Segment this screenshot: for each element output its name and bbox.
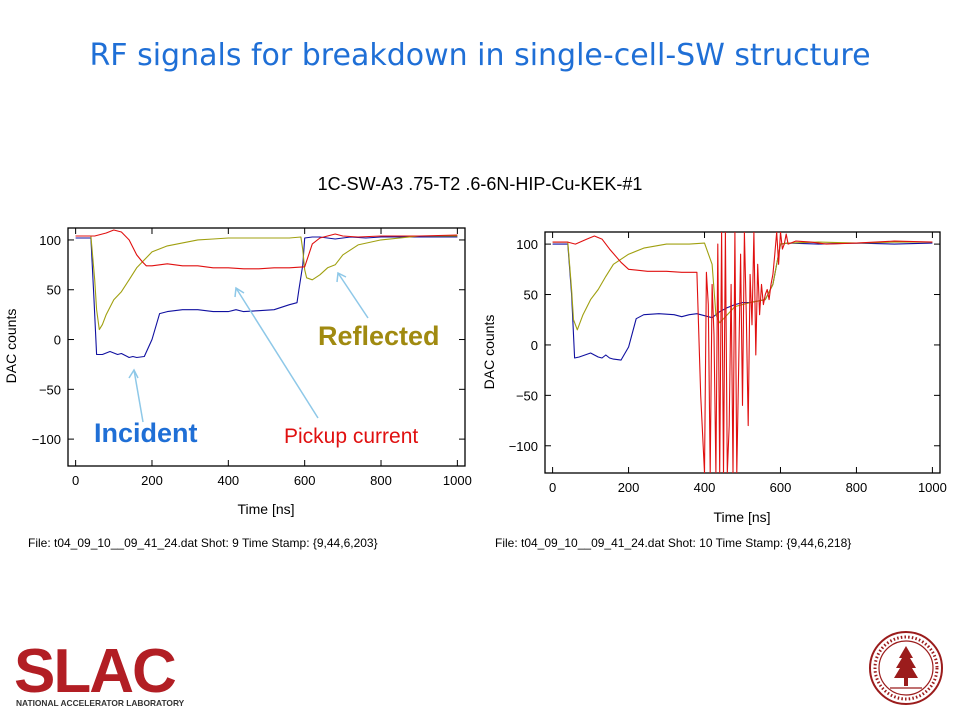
device-subtitle: 1C-SW-A3 .75-T2 .6-6N-HIP-Cu-KEK-#1 [317, 174, 643, 194]
series-line-pickup-current [552, 232, 933, 473]
x-tick-label: 200 [618, 480, 640, 495]
slide-title: RF signals for breakdown in single-cell-… [89, 38, 871, 73]
incident-arrow [133, 369, 144, 423]
stanford-seal-icon [869, 631, 943, 705]
x-axis-label: Time [ns] [713, 509, 770, 525]
y-axis-label: DAC counts [481, 315, 497, 390]
y-tick-label: 100 [39, 233, 61, 248]
y-tick-label: −50 [516, 388, 538, 403]
y-tick-label: −50 [39, 382, 61, 397]
y-tick-label: 50 [47, 283, 61, 298]
x-tick-label: 600 [294, 473, 316, 488]
incident-arrowhead [128, 368, 139, 379]
pickup-arrowhead [234, 286, 245, 298]
y-tick-label: 50 [524, 288, 538, 303]
x-tick-label: 1000 [443, 473, 472, 488]
reflected-arrowhead [336, 271, 347, 283]
plot-frame [67, 227, 466, 467]
y-tick-label: 0 [531, 338, 538, 353]
y-tick-label: 0 [54, 333, 61, 348]
x-tick-label: 0 [72, 473, 79, 488]
slac-logo-wordmark: SLAC [14, 637, 176, 706]
pickup-arrow [235, 287, 319, 419]
y-tick-label: −100 [509, 439, 538, 454]
x-tick-label: 1000 [918, 480, 947, 495]
series-line-pickup-current [75, 229, 458, 270]
y-tick-label: 100 [516, 237, 538, 252]
plot-frame [544, 231, 941, 474]
x-tick-label: 400 [694, 480, 716, 495]
x-tick-label: 800 [370, 473, 392, 488]
y-axis-label: DAC counts [3, 309, 19, 384]
series-group [552, 232, 933, 473]
x-tick-label: 600 [770, 480, 792, 495]
series-group [75, 229, 458, 359]
right-file-caption: File: t04_09_10__09_41_24.dat Shot: 10 T… [495, 536, 852, 550]
x-tick-label: 0 [549, 480, 556, 495]
reflected-label: Reflected [318, 321, 440, 351]
y-tick-label: −100 [32, 432, 61, 447]
series-line-reflected [75, 235, 458, 331]
x-axis-label: Time [ns] [237, 501, 294, 517]
slac-logo-subtitle: NATIONAL ACCELERATOR LABORATORY [16, 698, 185, 708]
pickup-current-label: Pickup current [284, 425, 418, 448]
x-tick-label: 800 [846, 480, 868, 495]
reflected-arrow [337, 272, 369, 319]
slac-logo: SLAC NATIONAL ACCELERATOR LABORATORY [14, 637, 185, 708]
left-file-caption: File: t04_09_10__09_41_24.dat Shot: 9 Ti… [28, 536, 378, 550]
series-line-reflected [552, 241, 933, 331]
x-tick-label: 200 [141, 473, 163, 488]
x-tick-label: 400 [217, 473, 239, 488]
incident-label: Incident [94, 418, 198, 448]
